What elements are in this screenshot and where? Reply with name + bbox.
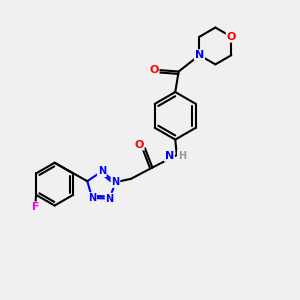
Text: O: O (134, 140, 144, 150)
Text: O: O (149, 65, 159, 75)
Text: N: N (98, 167, 106, 176)
Text: N: N (106, 194, 114, 204)
Text: N: N (88, 193, 96, 203)
Text: N: N (195, 50, 204, 60)
Text: H: H (178, 151, 186, 161)
Text: F: F (32, 202, 39, 212)
Text: O: O (227, 32, 236, 42)
Text: N: N (165, 151, 174, 161)
Text: N: N (112, 177, 120, 187)
